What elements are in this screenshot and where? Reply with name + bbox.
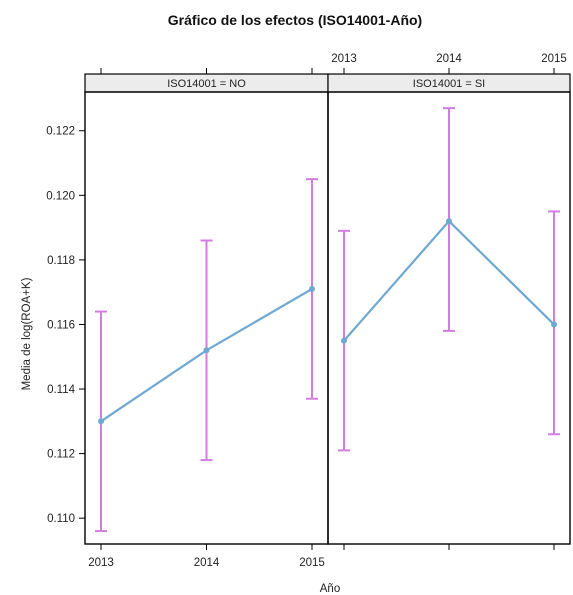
y-tick-label: 0.120 [46, 190, 75, 202]
x-tick-label: 2015 [299, 557, 325, 569]
plot-area: ISO14001 = NO 2013 2014 2015 ISO14001 = SI 20… [46, 53, 571, 569]
y-axis-label: Media de log(ROA+K) [21, 277, 33, 390]
y-tick-label: 0.118 [47, 255, 75, 267]
x-tick-label-top: 2013 [331, 53, 357, 65]
mean-point [446, 218, 452, 225]
x-tick-label: 2013 [88, 557, 114, 569]
y-tick-label: 0.114 [47, 384, 76, 396]
panel-strip-label: ISO14001 = SI [413, 78, 485, 90]
y-tick-label: 0.116 [47, 319, 75, 331]
y-tick-label: 0.110 [47, 513, 75, 525]
mean-point [551, 321, 557, 328]
y-tick-label: 0.122 [46, 126, 75, 138]
y-tick-label: 0.112 [47, 449, 75, 461]
mean-point [203, 347, 210, 354]
x-tick-label-top: 2014 [436, 53, 462, 65]
mean-point [341, 337, 347, 344]
x-axis-label: Año [320, 583, 340, 595]
mean-point [98, 418, 104, 425]
x-tick-label: 2014 [194, 557, 220, 569]
panel-strip-label: ISO14001 = NO [167, 78, 246, 90]
mean-point [309, 285, 315, 292]
x-tick-label-top: 2015 [541, 53, 567, 65]
chart-title: Gráfico de los efectos (ISO14001-Año) [168, 12, 422, 28]
